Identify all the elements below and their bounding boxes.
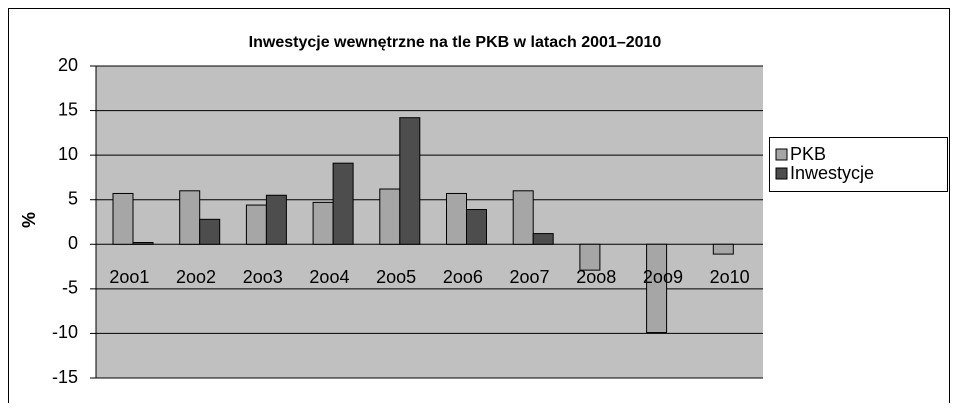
x-tick-label: 2oo8 bbox=[576, 267, 616, 287]
bar bbox=[332, 162, 354, 245]
bar bbox=[512, 190, 534, 245]
bar bbox=[245, 204, 267, 245]
x-tick-label: 2oo2 bbox=[176, 267, 216, 287]
bar bbox=[532, 233, 554, 245]
bar bbox=[646, 243, 668, 334]
bar bbox=[179, 190, 201, 245]
legend-label: PKB bbox=[790, 144, 826, 164]
bar bbox=[712, 243, 734, 255]
y-tick-label: 15 bbox=[58, 99, 78, 119]
x-tick-label: 2oo7 bbox=[510, 267, 550, 287]
bar bbox=[446, 192, 467, 245]
bar bbox=[466, 209, 487, 245]
chart-title: Inwestycje wewnętrzne na tle PKB w latac… bbox=[249, 34, 662, 51]
x-tick-label: 2o10 bbox=[710, 267, 750, 287]
bar bbox=[399, 117, 421, 245]
bar bbox=[132, 242, 154, 245]
legend-swatch bbox=[775, 167, 788, 180]
y-tick-label: -15 bbox=[52, 367, 78, 387]
y-tick-label: 10 bbox=[58, 144, 78, 164]
x-tick-label: 2oo1 bbox=[109, 267, 149, 287]
y-tick-label: 0 bbox=[68, 233, 78, 253]
y-tick-label: -10 bbox=[52, 322, 78, 342]
bar bbox=[379, 188, 401, 245]
bar bbox=[579, 243, 601, 271]
x-tick-label: 2oo9 bbox=[643, 267, 683, 287]
bar bbox=[265, 194, 287, 245]
legend bbox=[769, 137, 948, 192]
x-tick-label: 2oo3 bbox=[243, 267, 283, 287]
y-tick-label: 5 bbox=[68, 188, 78, 208]
y-axis-label: % bbox=[19, 212, 39, 228]
y-tick-label: -5 bbox=[62, 278, 78, 298]
x-tick-label: 2oo4 bbox=[309, 267, 349, 287]
x-tick-label: 2oo5 bbox=[376, 267, 416, 287]
legend-label: Inwestycje bbox=[790, 163, 874, 183]
bar bbox=[199, 218, 221, 245]
bar bbox=[112, 192, 134, 245]
bar bbox=[312, 201, 334, 245]
legend-swatch bbox=[775, 148, 788, 161]
x-tick-label: 2oo6 bbox=[443, 267, 483, 287]
y-tick-label: 20 bbox=[58, 55, 78, 75]
